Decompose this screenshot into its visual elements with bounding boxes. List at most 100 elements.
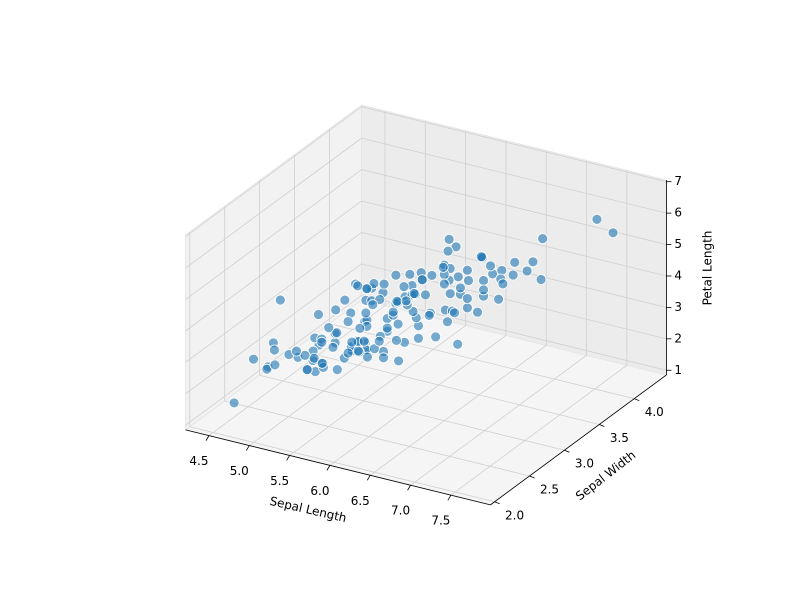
point: [413, 332, 424, 344]
grid-line: [185, 169, 362, 300]
point: [274, 294, 286, 306]
point: [420, 289, 431, 301]
grid-line: [370, 345, 547, 476]
point: [291, 345, 302, 357]
point: [438, 278, 450, 290]
point: [387, 306, 399, 318]
point: [591, 213, 603, 225]
x-tick-label: 7.5: [431, 514, 450, 528]
x-tick: [326, 465, 331, 471]
y-axis-line: [490, 374, 667, 506]
grid-line: [361, 106, 667, 183]
point: [426, 270, 438, 281]
grid-line: [224, 400, 530, 477]
grid-line: [185, 200, 362, 332]
x-tick: [245, 445, 250, 451]
point: [301, 364, 313, 376]
point: [390, 269, 402, 281]
point: [352, 280, 364, 292]
grid-line: [185, 106, 362, 237]
x-axis-label: Sepal Length: [268, 494, 348, 525]
point: [452, 271, 464, 283]
point: [521, 265, 533, 277]
point: [509, 256, 521, 268]
z-tick-label: 6: [674, 206, 682, 220]
point: [462, 264, 473, 276]
point: [478, 275, 489, 286]
x-tick: [286, 455, 290, 461]
point: [462, 293, 473, 304]
y-tick-label: 2.0: [505, 508, 524, 522]
point: [535, 274, 547, 285]
y-tick-label: 4.0: [645, 405, 664, 419]
point: [367, 299, 379, 311]
point: [442, 245, 454, 257]
point: [316, 357, 328, 369]
point: [381, 322, 393, 334]
x-tick-label: 6.0: [310, 484, 329, 498]
point: [368, 343, 380, 355]
grid-line: [361, 200, 667, 277]
point: [228, 397, 240, 409]
point: [475, 251, 487, 263]
point: [393, 355, 404, 367]
point: [493, 293, 504, 305]
point: [378, 352, 389, 364]
point: [373, 335, 385, 347]
point: [485, 260, 496, 272]
grid-line: [189, 426, 495, 503]
point: [391, 295, 403, 307]
point: [455, 282, 466, 294]
point: [339, 294, 351, 306]
point: [354, 323, 366, 334]
grid-line: [289, 325, 466, 456]
point: [327, 341, 339, 353]
point: [472, 306, 483, 318]
y-tick: [564, 449, 570, 453]
z-tick-label: 5: [674, 237, 682, 251]
grid-line: [410, 355, 587, 486]
x-tick-label: 5.0: [230, 464, 249, 478]
y-tick: [599, 424, 605, 427]
point: [361, 351, 373, 363]
point: [452, 338, 464, 350]
x-tick-label: 6.5: [351, 494, 370, 508]
x-tick-label: 4.5: [189, 454, 208, 468]
grid-line: [361, 137, 667, 214]
points: [228, 213, 619, 409]
point: [497, 278, 509, 290]
y-tick: [529, 475, 535, 479]
point: [361, 283, 373, 295]
z-tick-label: 4: [674, 268, 682, 282]
x-tick: [205, 435, 210, 441]
point: [437, 261, 449, 273]
point: [248, 353, 259, 365]
grid-line: [185, 263, 362, 395]
z-tick-label: 3: [674, 300, 682, 314]
point: [331, 327, 343, 339]
z-axis-label: Petal Length: [701, 231, 715, 306]
point: [299, 349, 311, 361]
point: [507, 269, 519, 281]
grid-line: [450, 364, 628, 496]
point: [444, 288, 456, 300]
point: [443, 233, 455, 245]
x-tick: [407, 485, 411, 491]
x-tick: [366, 475, 371, 481]
point: [378, 278, 390, 290]
point: [392, 318, 404, 330]
point: [527, 256, 539, 268]
point: [342, 347, 354, 359]
point: [400, 295, 412, 307]
point: [342, 316, 354, 327]
grid-line: [185, 232, 362, 363]
y-tick: [634, 398, 640, 402]
point: [330, 304, 342, 316]
x-tick-label: 7.0: [391, 504, 410, 518]
point: [313, 309, 324, 320]
x-tick: [447, 494, 452, 501]
y-tick-label: 2.5: [540, 483, 559, 497]
point: [462, 302, 473, 314]
x-tick-label: 5.5: [270, 474, 289, 488]
point: [430, 331, 442, 343]
